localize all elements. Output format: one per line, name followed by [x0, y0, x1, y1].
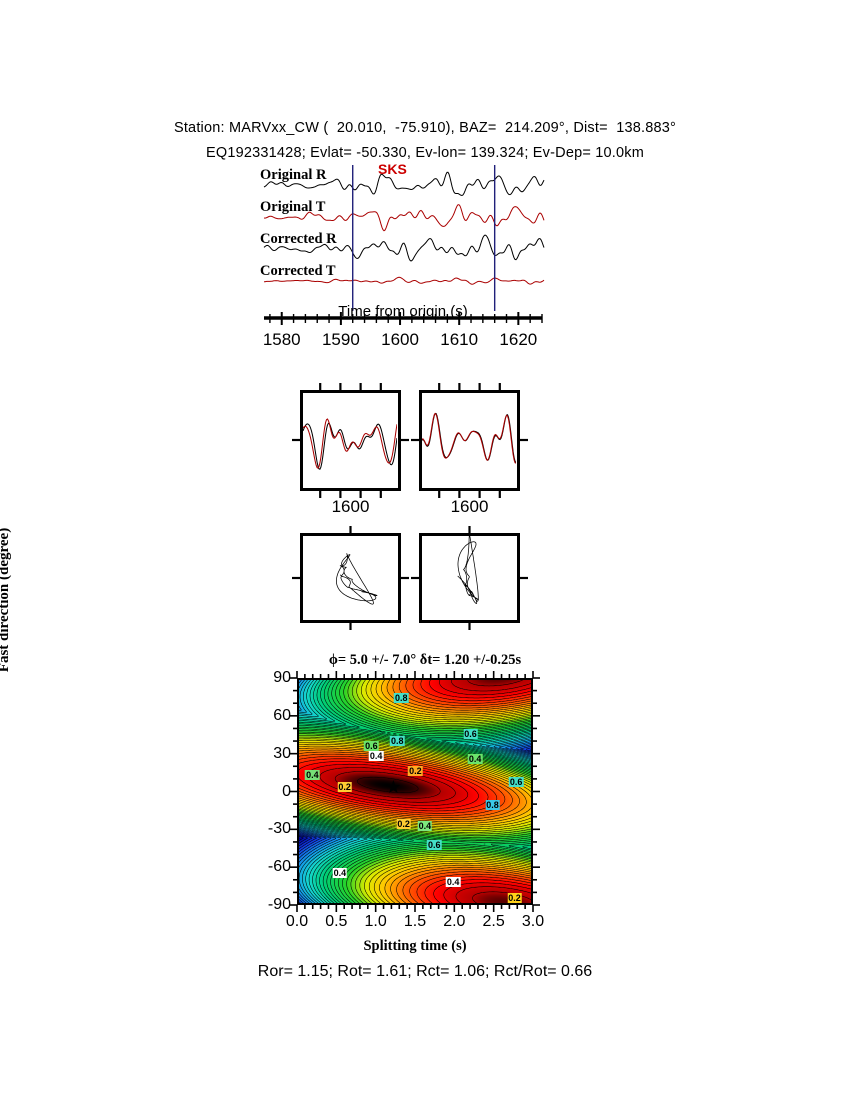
contour-label: 0.4	[332, 867, 348, 878]
y-tick-label: 0	[282, 782, 291, 800]
contour-label: 0.4	[305, 769, 320, 780]
trace-label-corrected-r: Corrected R	[260, 231, 337, 247]
fast-slow-traces-corrected	[422, 412, 516, 464]
contour-label: 0.8	[485, 799, 500, 810]
y-tick-label: -60	[267, 858, 291, 876]
contour-label: 0.6	[427, 840, 442, 851]
y-tick-label: 60	[273, 706, 291, 724]
trace-label-original-r: Original R	[260, 167, 327, 183]
particle-motion-corrected	[457, 536, 479, 604]
contour-x-tick-labels: 0.0 0.5 1.0 1.5 2.0 2.5 3.0	[286, 913, 544, 935]
time-tick-labels: 1580 1590 1600 1610 1620	[238, 330, 568, 354]
y-tick-label: -30	[267, 820, 291, 838]
quality-statistics-line: Ror= 1.15; Rot= 1.61; Rct= 1.06; Rct/Rot…	[257, 963, 593, 980]
time-tick-label: 1590	[321, 330, 360, 349]
splitting-result-line: ϕ= 5.0 +/- 7.0° δt= 1.20 +/-0.25s	[328, 652, 522, 668]
energy-contour-plot: 0.8 0.8 0.6 0.4 0.6 0.4 0.2 0.4 0.2 0.6 0.8 0.2 0.4 0…	[297, 678, 533, 905]
contour-label: 0.4	[368, 750, 384, 761]
event-info-line: EQ192331428; Evlat= -50.330, Ev-lon= 139…	[205, 145, 644, 161]
contour-label: 0.2	[408, 765, 423, 776]
particle-motion-original	[336, 553, 378, 605]
x-tick-label: 0.5	[325, 913, 348, 930]
contour-label: 0.6	[364, 740, 379, 751]
time-axis	[258, 310, 548, 326]
x-tick-label: 1.5	[403, 913, 427, 930]
x-tick-label: 3.0	[521, 913, 545, 930]
time-tick-label: 1620	[499, 330, 538, 349]
x-tick-label: 2.0	[443, 913, 466, 930]
sks-phase-label: SKS	[378, 161, 407, 177]
x-tick-label: 0.0	[285, 913, 309, 930]
wave-box-label-corrected: 1600	[450, 497, 489, 516]
contour-label: 0.2	[396, 818, 411, 829]
waveform-traces-svg	[263, 165, 545, 311]
contour-label: 0.2	[337, 782, 352, 793]
y-tick-label: -90	[267, 896, 291, 913]
station-info-line: Station: MARVxx_CW ( 20.010, -75.910), B…	[173, 120, 677, 136]
y-tick-label: 30	[273, 744, 291, 762]
contour-label: 0.4	[417, 821, 433, 832]
y-tick-label: 90	[273, 669, 291, 686]
contour-label: 0.8	[394, 692, 409, 703]
particle-motion-box-corrected	[419, 533, 520, 623]
waveform-trace-panel: SKS Original R Original T Corrected R Co…	[258, 161, 548, 313]
time-tick-label: 1600	[381, 330, 419, 349]
fast-slow-traces-original	[303, 418, 397, 470]
contour-y-axis-title: Fast direction (degree)	[0, 527, 12, 673]
time-tick-label: 1610	[440, 330, 479, 349]
contour-label: 0.4	[445, 876, 461, 887]
contour-x-axis-title: Splitting time (s)	[363, 938, 467, 954]
fast-slow-waveform-box-original	[300, 390, 401, 491]
time-tick-label: 1580	[262, 330, 301, 349]
x-tick-label: 1.0	[364, 913, 387, 930]
fast-slow-waveform-box-corrected	[419, 390, 520, 491]
trace-label-original-t: Original T	[260, 199, 326, 215]
particle-motion-box-original	[300, 533, 401, 623]
trace-label-corrected-t: Corrected T	[260, 263, 336, 279]
contour-label: 0.2	[507, 893, 522, 904]
contour-label: 0.6	[508, 777, 524, 788]
contour-lines-svg	[299, 680, 531, 903]
time-axis-svg	[264, 312, 543, 325]
contour-label: 0.8	[390, 735, 405, 746]
wave-box-label-original: 1600	[331, 497, 370, 516]
contour-y-tick-labels: -90 -60 -30 0 30 60 90	[233, 669, 291, 913]
contour-label: 0.6	[463, 729, 478, 740]
x-tick-label: 2.5	[482, 913, 505, 930]
contour-label: 0.4	[467, 754, 483, 765]
